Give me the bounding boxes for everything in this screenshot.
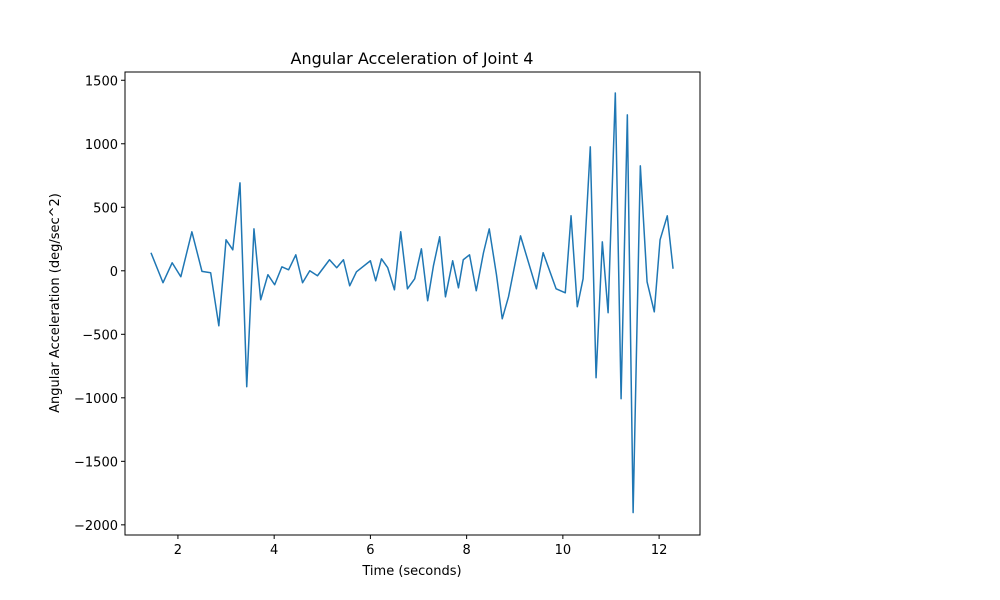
x-tick-label: 12 <box>651 543 668 558</box>
y-tick-label: −1500 <box>74 455 118 470</box>
x-tick-label: 4 <box>270 543 278 558</box>
x-axis-label: Time (seconds) <box>361 564 461 579</box>
x-tick-label: 10 <box>555 543 572 558</box>
y-tick-label: 1000 <box>85 138 118 153</box>
chart-title: Angular Acceleration of Joint 4 <box>291 49 534 68</box>
y-axis-label: Angular Acceleration (deg/sec^2) <box>48 193 63 413</box>
x-tick-label: 2 <box>174 543 182 558</box>
y-tick-label: 500 <box>93 201 118 216</box>
y-tick-label: −2000 <box>74 519 118 534</box>
y-tick-label: 0 <box>110 265 118 280</box>
x-tick-label: 8 <box>462 543 470 558</box>
y-tick-label: −500 <box>82 328 118 343</box>
y-tick-label: 1500 <box>85 74 118 89</box>
y-tick-label: −1000 <box>74 392 118 407</box>
plot-frame <box>124 71 701 536</box>
data-line <box>150 92 674 514</box>
x-tick-label: 6 <box>366 543 374 558</box>
